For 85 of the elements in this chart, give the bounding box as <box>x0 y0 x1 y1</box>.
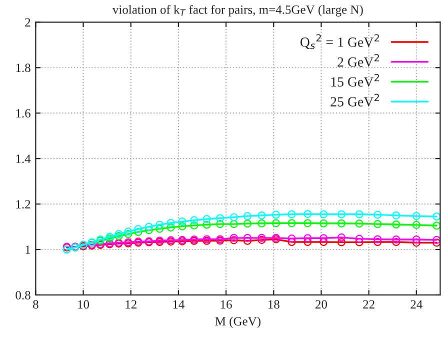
point <box>320 234 328 242</box>
point <box>166 218 175 227</box>
point <box>392 220 400 229</box>
point <box>258 211 266 220</box>
point <box>178 218 186 226</box>
point <box>337 238 346 246</box>
point <box>355 220 364 228</box>
point <box>202 220 211 229</box>
y-tick-label: 0.8 <box>16 290 30 300</box>
point <box>144 222 153 231</box>
point <box>216 220 224 228</box>
point <box>288 219 296 228</box>
point <box>337 233 346 242</box>
point <box>243 212 252 220</box>
x-axis-title: M (GeV) <box>215 316 260 328</box>
point <box>258 219 266 228</box>
point <box>374 235 382 244</box>
point <box>144 226 153 234</box>
point <box>243 220 252 228</box>
point <box>304 234 312 242</box>
y-tick-label: 1 <box>26 246 30 254</box>
point <box>202 215 211 224</box>
point <box>134 228 142 236</box>
point <box>190 216 198 224</box>
point <box>124 228 132 236</box>
point <box>243 234 252 242</box>
point <box>412 220 420 229</box>
point <box>230 236 238 244</box>
point <box>272 210 280 219</box>
point <box>432 238 440 247</box>
legend-label: 2 GeV$^{2}$ <box>338 54 379 67</box>
point <box>355 210 364 218</box>
point <box>156 224 164 233</box>
point <box>337 219 346 228</box>
point <box>230 234 238 242</box>
x-tick-label: 10 <box>78 300 90 309</box>
point <box>243 236 252 245</box>
y-tick-label: 1.6 <box>16 109 30 118</box>
point <box>230 213 238 222</box>
y-tick-label: 2 <box>25 18 30 26</box>
x-tick-label: 22 <box>363 300 374 308</box>
point <box>392 238 400 246</box>
point <box>288 210 296 218</box>
point <box>337 210 346 218</box>
point <box>355 234 364 243</box>
point <box>216 214 224 222</box>
point <box>374 210 382 219</box>
point <box>320 238 328 246</box>
point <box>355 238 364 246</box>
point <box>156 220 164 229</box>
x-tick-label: 20 <box>316 300 327 309</box>
x-tick-label: 16 <box>220 300 232 309</box>
x-tick-label: 24 <box>410 300 422 308</box>
legend-label: Q$_{s}$$^{2}$ = 1 GeV$^{2}$ <box>300 34 379 50</box>
point <box>288 234 296 243</box>
point <box>134 225 142 234</box>
point <box>272 219 280 228</box>
y-tick-label: 1.4 <box>16 154 31 164</box>
x-tick-label: 12 <box>126 300 136 308</box>
point <box>392 211 400 220</box>
point <box>432 236 440 244</box>
x-tick-label: 8 <box>33 300 38 309</box>
legend-label: 25 GeV$^{2}$ <box>330 94 379 107</box>
point <box>412 212 420 220</box>
y-tick-label: 1.8 <box>16 64 30 72</box>
point <box>166 223 175 232</box>
legend-label: 15 GeV$^{2}$ <box>331 74 379 87</box>
point <box>432 222 440 230</box>
point <box>374 238 382 246</box>
point <box>190 221 198 230</box>
point <box>320 210 328 218</box>
point <box>304 210 312 218</box>
point <box>374 220 382 228</box>
point <box>124 230 132 238</box>
x-tick-label: 14 <box>173 300 185 308</box>
y-tick-label: 1.2 <box>16 200 30 209</box>
point <box>320 219 328 228</box>
point <box>304 219 312 228</box>
point <box>392 235 400 244</box>
point <box>432 212 440 221</box>
point <box>230 220 238 228</box>
x-tick-label: 18 <box>268 300 280 309</box>
chart-title: violation of k$_{T}$ fact for pairs, m=4.5GeV (large N) <box>112 4 363 16</box>
point <box>178 222 186 230</box>
point <box>412 235 420 244</box>
